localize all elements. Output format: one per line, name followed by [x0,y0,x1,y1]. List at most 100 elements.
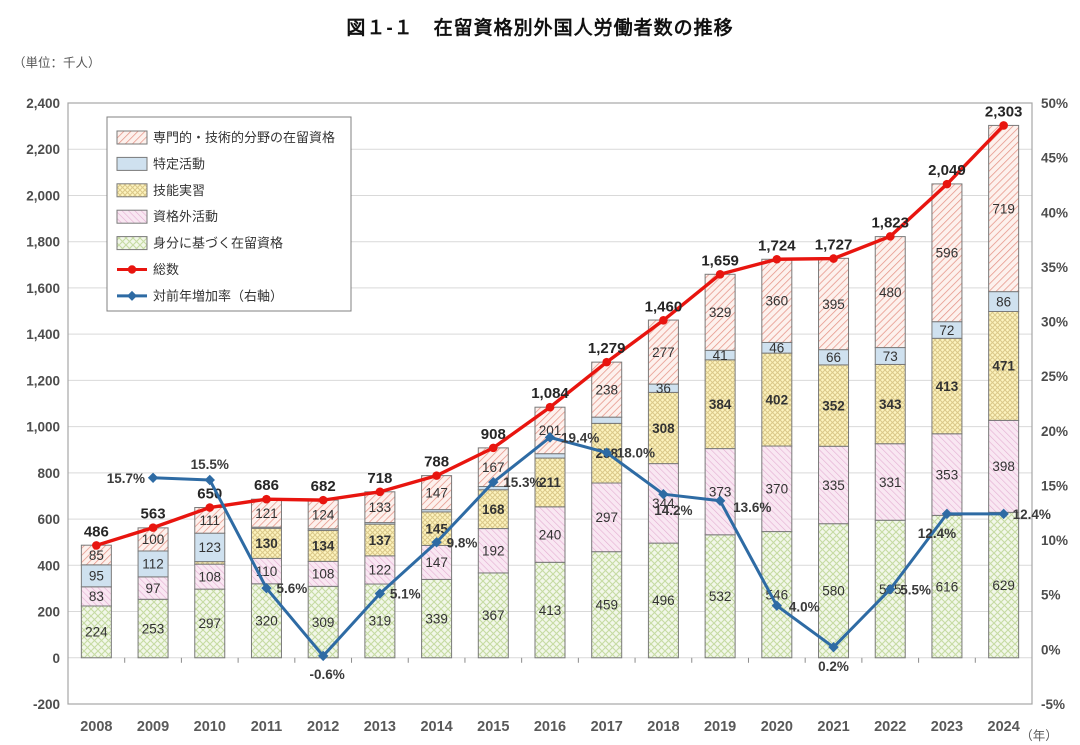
segment-label: 413 [936,379,959,394]
year-label: 2018 [647,719,679,735]
segment-label: 111 [199,513,220,528]
growth-marker [601,447,612,458]
bar-segment [534,506,566,563]
bar-segment [647,319,679,385]
bar-segment [591,551,623,659]
legend-box [106,116,352,312]
bar-segment [364,523,396,557]
right-axis-tick: 0% [1041,642,1061,657]
bar-segment [421,475,453,511]
segment-label: 319 [369,614,392,629]
segment-label: 471 [992,359,1015,374]
legend-label: 身分に基づく在留資格 [153,236,283,251]
right-axis-tick: 25% [1041,369,1068,384]
bar-segment [137,550,169,578]
bar-segment [704,359,736,450]
total-label: 788 [424,454,449,471]
total-marker [148,523,158,532]
bar-segment [761,352,793,447]
year-label: 2021 [817,719,849,735]
legend-marker-circle [127,265,137,274]
x-axis-labels: 2008 2009 2010 2011 2012 2013 2014 2015 2016 2017… [80,719,1058,743]
growth-marker [317,650,329,662]
segment-label: 147 [425,555,448,570]
bar-segment [931,337,963,435]
segment-label: 297 [198,616,221,631]
unit-label: （単位：千人） [13,56,101,70]
bar-segment [931,183,963,323]
year-unit-label: （年） [1020,729,1058,743]
segment-label: 121 [255,506,278,521]
total-label: 2,303 [985,103,1023,120]
total-marker [885,232,895,241]
year-label: 2020 [761,719,793,735]
bar-segment [194,588,226,659]
right-axis-tick: 35% [1041,260,1068,275]
left-axis-tick: 1,400 [26,327,60,342]
bar-segment [477,528,509,574]
bar-segment [647,542,679,659]
growth-marker [488,476,499,488]
total-label: 1,279 [588,340,626,357]
total-label: 486 [84,523,109,540]
segment-label: 331 [879,475,902,490]
growth-label: -0.6% [310,667,345,682]
legend-swatch [116,183,148,198]
segment-label: 320 [255,614,278,629]
chart-title: 図１-１ 在留資格別外国人労働者数の推移 [346,18,734,39]
total-label: 1,727 [815,237,853,254]
total-label: 1,460 [645,298,683,315]
right-axis-tick: 20% [1041,424,1068,439]
segment-label: 344 [652,496,675,511]
segment-label: 36 [656,381,671,396]
right-axis-tick: -5% [1041,697,1065,712]
total-marker [715,269,725,279]
growth-label: 12.4% [918,526,956,541]
segment-label: 85 [89,548,104,563]
segment-label: 168 [482,502,505,517]
bar-segment [307,560,339,587]
bar-segment [647,463,679,544]
segment-label: 73 [883,349,898,364]
left-axis-tick: 800 [37,466,60,481]
growth-marker [828,641,839,653]
growth-marker [998,508,1009,520]
total-label: 686 [254,477,279,494]
year-label: 2022 [874,719,906,735]
bar-segment [137,598,169,659]
segment-label: 134 [312,539,335,554]
year-label: 2019 [704,719,736,735]
bar-segment [307,499,339,530]
segment-label: 339 [425,611,448,626]
left-axis-tick: -200 [33,697,60,712]
year-label: 2023 [931,719,963,735]
segment-label: 123 [198,540,221,555]
segment-label: 480 [879,285,902,300]
growth-marker [544,432,556,443]
bar-segment [761,258,793,343]
growth-label: 15.7% [107,471,145,486]
segment-label: 147 [425,485,448,500]
bar-segment [194,532,226,563]
bar-segment [761,531,793,659]
legend-label: 専門的・技術的分野の在留資格 [153,130,335,145]
total-label: 682 [311,478,336,495]
left-axis-tick: 1,800 [26,235,60,250]
growth-label: 19.4% [561,430,599,445]
total-marker [829,254,838,263]
segment-label: 100 [142,532,165,547]
legend-label: 資格外活動 [153,209,218,224]
legend-swatch [116,236,148,251]
total-marker [205,503,215,512]
segment-label: 367 [482,608,505,623]
segment-label: 201 [539,423,562,438]
total-label: 718 [367,470,392,487]
right-axis-tick: 30% [1041,315,1068,330]
segment-label: 41 [713,348,728,363]
growth-line: 15.7% 15.5% 5.6% -0.6% 5.1% 9.8% 15.3% 19.4% 18.… [107,430,1051,682]
total-marker [545,402,555,412]
right-axis-tick: 15% [1041,478,1068,493]
legend-swatch [116,156,148,171]
growth-label: 4.0% [789,600,820,615]
segment-label: 384 [709,397,732,412]
